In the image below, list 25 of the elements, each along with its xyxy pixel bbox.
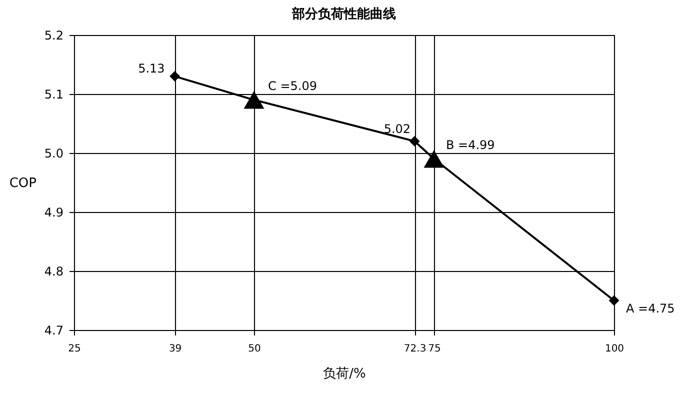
annotation: C =5.09 [268,78,317,93]
point [424,150,444,168]
chart-title: 部分负荷性能曲线 [291,6,396,22]
annotation: B =4.99 [446,138,495,152]
x-tick-label: 25 [68,344,81,354]
y-tick-label: 5.1 [44,88,64,102]
point [170,71,180,82]
y-tick-label: 4.7 [44,324,64,338]
point [608,295,620,306]
x-tick-label: 50 [248,344,261,354]
y-axis-title: COP [9,176,37,191]
y-tick-label: 5.2 [44,28,64,42]
x-tick-label: 75 [428,344,441,354]
y-tick-label: 4.8 [44,264,64,278]
y-tick-label: 4.9 [44,206,64,220]
annotation: 5.02 [384,122,411,136]
annotation: A =4.75 [626,302,675,316]
x-axis-title: 负荷/% [323,366,366,382]
y-tick-label: 5.0 [44,146,64,160]
annotation: 5.13 [138,61,165,76]
x-tick-label: 72.3 [404,344,426,354]
point [244,91,264,109]
x-tick-label: 100 [604,344,624,354]
x-tick-label: 39 [168,344,182,354]
point [409,136,420,146]
